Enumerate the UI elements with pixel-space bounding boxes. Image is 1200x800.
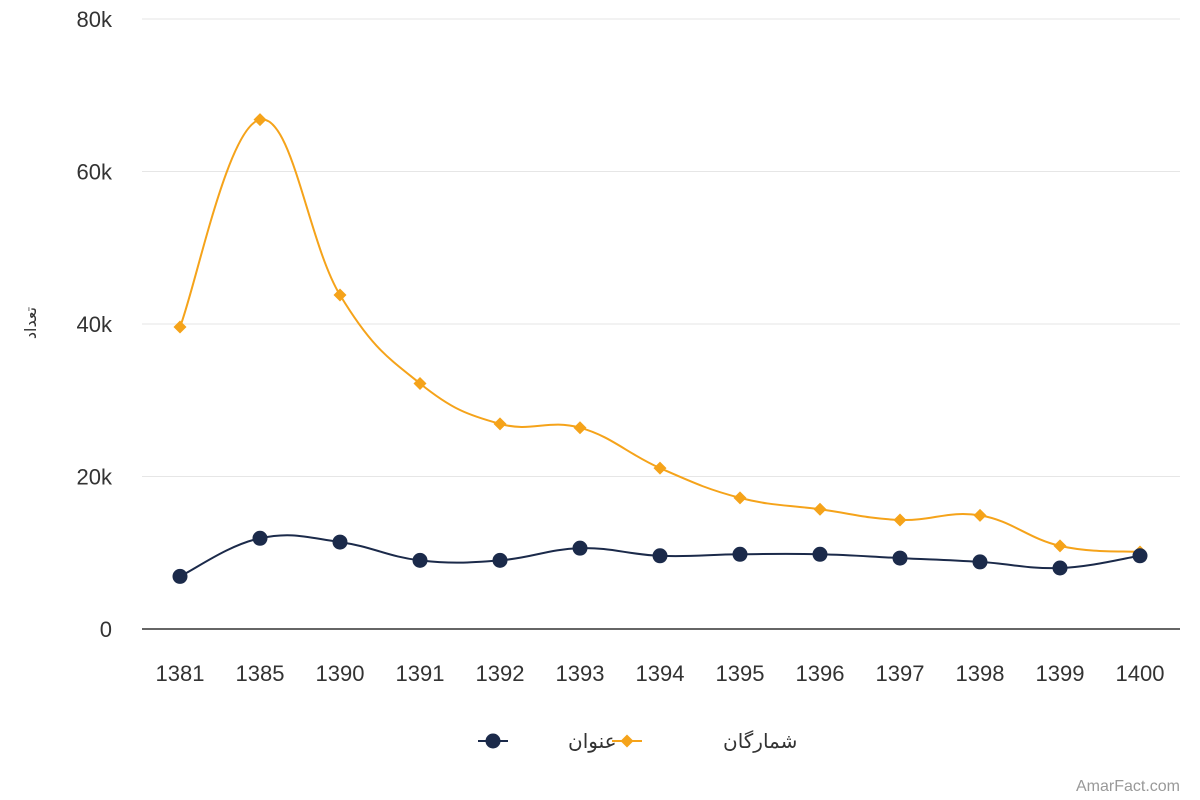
x-tick-label: 1391 (396, 661, 445, 686)
x-tick-label: 1396 (796, 661, 845, 686)
data-point[interactable] (333, 288, 347, 302)
data-point[interactable] (493, 417, 507, 431)
x-axis-ticks: 1381 1385 1390 1391 1392 1393 1394 1395 1396 1397… (156, 661, 1165, 686)
series-line (179, 118, 1141, 553)
y-axis-ticks: 0 20k 40k 60k 80k (77, 7, 113, 642)
x-tick-label: 1392 (476, 661, 525, 686)
x-tick-label: 1399 (1036, 661, 1085, 686)
data-point[interactable] (732, 546, 748, 562)
legend-marker[interactable] (485, 733, 501, 749)
data-point[interactable] (973, 508, 987, 522)
data-point[interactable] (573, 421, 587, 435)
data-point[interactable] (653, 461, 667, 475)
series-layer (172, 113, 1148, 584)
data-point[interactable] (253, 113, 267, 127)
x-tick-label: 1400 (1116, 661, 1165, 686)
x-tick-label: 1397 (876, 661, 925, 686)
legend-marker[interactable] (620, 734, 634, 748)
legend-label: شمارگان (723, 729, 797, 753)
data-point[interactable] (813, 502, 827, 516)
data-point[interactable] (412, 552, 428, 568)
data-point[interactable] (652, 548, 668, 564)
y-axis-label: تعداد (23, 307, 40, 339)
y-tick-label: 0 (100, 617, 112, 642)
data-point[interactable] (173, 320, 187, 334)
data-point[interactable] (413, 376, 427, 390)
data-point[interactable] (733, 491, 747, 505)
data-point[interactable] (893, 513, 907, 527)
y-tick-label: 40k (77, 312, 113, 337)
data-point[interactable] (812, 546, 828, 562)
x-tick-label: 1398 (956, 661, 1005, 686)
data-point[interactable] (332, 534, 348, 550)
series-1 (172, 530, 1148, 584)
data-point[interactable] (892, 550, 908, 566)
legend[interactable]: عنوان شمارگان (478, 729, 797, 753)
data-point[interactable] (972, 554, 988, 570)
credit-text[interactable]: AmarFact.com (1076, 778, 1180, 795)
legend-item[interactable]: شمارگان (612, 729, 797, 753)
y-tick-label: 60k (77, 160, 113, 185)
grid-lines (142, 18, 1180, 630)
data-point[interactable] (172, 568, 188, 584)
series-0 (173, 113, 1147, 559)
legend-label: عنوان (568, 729, 617, 753)
data-point[interactable] (252, 530, 268, 546)
legend-item[interactable]: عنوان (478, 729, 617, 753)
data-point[interactable] (572, 540, 588, 556)
data-point[interactable] (1053, 539, 1067, 553)
x-tick-label: 1390 (316, 661, 365, 686)
x-tick-label: 1381 (156, 661, 205, 686)
x-tick-label: 1394 (636, 661, 685, 686)
y-tick-label: 20k (77, 465, 113, 490)
x-tick-label: 1395 (716, 661, 765, 686)
data-point[interactable] (1132, 548, 1148, 564)
data-point[interactable] (492, 552, 508, 568)
x-tick-label: 1385 (236, 661, 285, 686)
y-tick-label: 80k (77, 7, 113, 32)
data-point[interactable] (1052, 560, 1068, 576)
x-tick-label: 1393 (556, 661, 605, 686)
